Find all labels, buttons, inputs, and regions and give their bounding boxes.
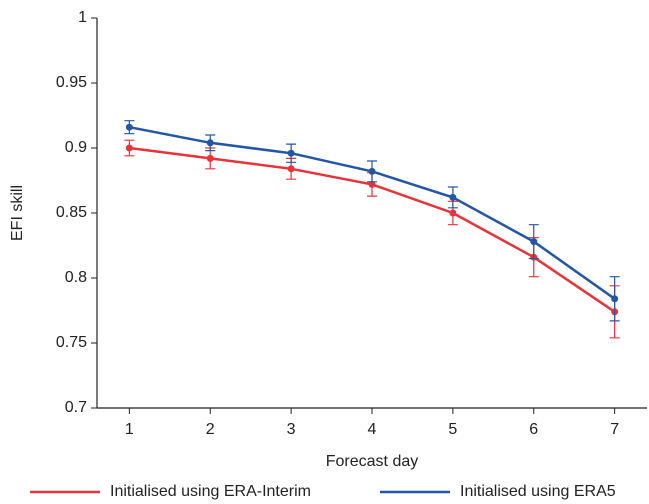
- y-tick-label: 0.75: [56, 334, 87, 351]
- data-point: [206, 139, 214, 147]
- y-tick-label: 0.7: [65, 399, 87, 416]
- data-point: [449, 193, 457, 201]
- x-tick-label: 5: [448, 421, 457, 438]
- x-axis-label: Forecast day: [326, 453, 418, 470]
- x-tick-label: 2: [206, 421, 215, 438]
- legend-label: Initialised using ERA-Interim: [110, 483, 311, 500]
- data-point: [368, 167, 376, 175]
- x-tick-label: 3: [287, 421, 296, 438]
- y-tick-label: 0.85: [56, 204, 87, 221]
- y-tick-label: 0.9: [65, 139, 87, 156]
- data-point: [125, 144, 133, 152]
- y-tick-label: 0.8: [65, 269, 87, 286]
- data-point: [287, 149, 295, 157]
- x-tick-label: 4: [368, 421, 377, 438]
- x-tick-label: 1: [125, 421, 134, 438]
- y-tick-label: 1: [78, 9, 87, 26]
- series-line: [129, 125, 616, 300]
- y-axis-label: EFI skill: [9, 185, 26, 241]
- data-point: [368, 180, 376, 188]
- data-point: [611, 295, 619, 303]
- x-tick-label: 6: [529, 421, 538, 438]
- y-tick-label: 0.95: [56, 74, 87, 91]
- x-tick-label: 7: [610, 421, 619, 438]
- data-point: [530, 238, 538, 246]
- data-point: [125, 123, 133, 131]
- data-point: [206, 154, 214, 162]
- data-point: [449, 209, 457, 217]
- data-point: [287, 165, 295, 173]
- legend-label: Initialised using ERA5: [460, 483, 616, 500]
